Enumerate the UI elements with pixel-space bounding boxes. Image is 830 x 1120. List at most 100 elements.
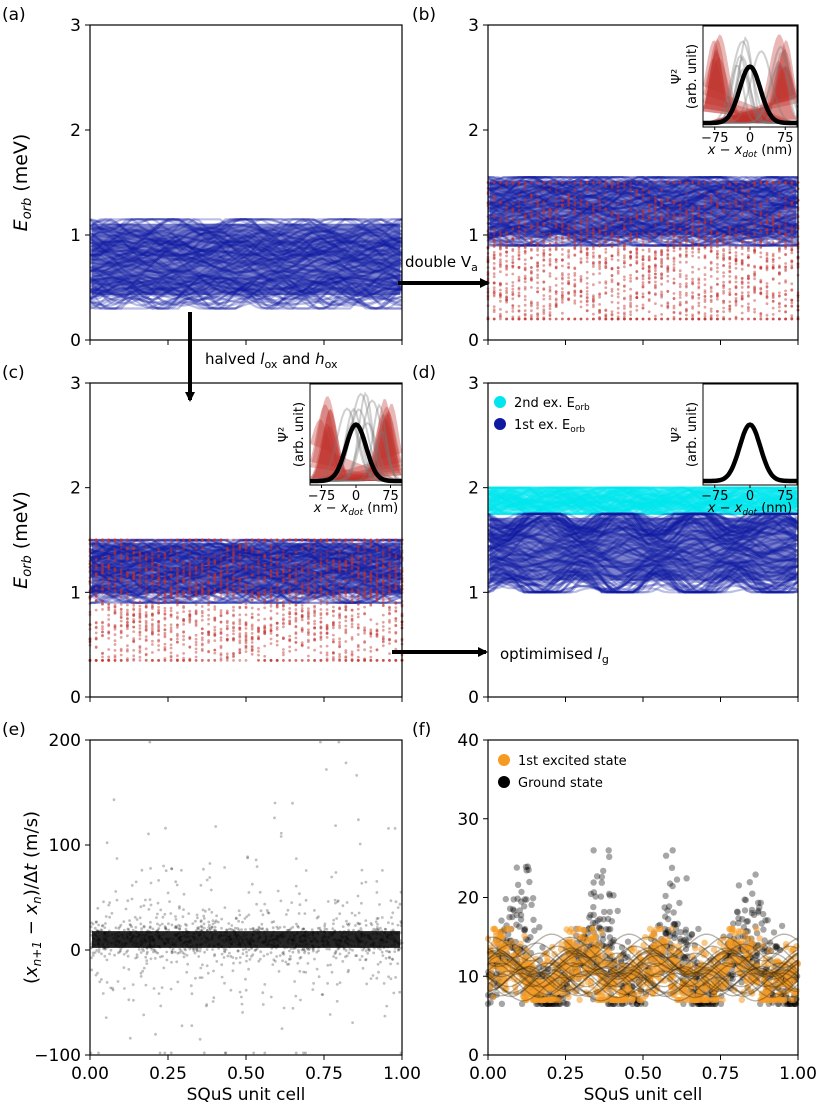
data-point — [740, 204, 744, 208]
data-point — [250, 585, 254, 589]
data-point — [194, 643, 198, 647]
data-point — [300, 538, 304, 542]
data-point — [672, 227, 676, 231]
data-point — [790, 236, 794, 240]
data-point — [530, 215, 533, 218]
data-point — [635, 295, 639, 299]
data-point — [381, 613, 385, 617]
data-point — [660, 265, 663, 268]
data-point — [561, 226, 564, 230]
data-point — [523, 298, 527, 302]
data-point — [635, 231, 639, 235]
data-point — [363, 542, 366, 545]
data-point — [548, 285, 552, 289]
data-point — [697, 207, 701, 210]
data-point — [313, 538, 316, 542]
data-point — [759, 201, 763, 205]
data-point — [678, 303, 682, 307]
data-point — [94, 659, 98, 662]
data-point — [697, 220, 701, 224]
data-point — [641, 240, 645, 244]
data-point — [207, 566, 211, 569]
data-point — [169, 626, 173, 630]
data-point — [790, 248, 794, 252]
data-point — [635, 217, 639, 221]
data-point — [338, 645, 341, 649]
data-point — [313, 622, 316, 626]
data-point — [616, 251, 620, 255]
data-point — [269, 609, 273, 613]
data-point — [138, 604, 142, 608]
data-point — [288, 619, 292, 623]
data-point — [740, 234, 744, 237]
data-point — [592, 254, 595, 257]
data-point — [511, 247, 515, 251]
data-point — [369, 573, 373, 577]
data-point — [771, 254, 775, 258]
data-point — [579, 275, 583, 278]
data-point — [523, 234, 527, 238]
data-point — [660, 204, 663, 208]
data-point — [747, 247, 750, 251]
data-point — [219, 636, 223, 639]
data-point — [567, 227, 570, 231]
data-point — [778, 225, 781, 229]
energy-trace — [487, 176, 799, 189]
data-point — [598, 216, 601, 219]
data-point — [641, 248, 645, 252]
data-point — [734, 276, 738, 280]
data-point — [151, 580, 154, 584]
data-point — [505, 181, 508, 184]
data-point — [647, 204, 651, 208]
data-point — [313, 637, 316, 641]
data-point — [771, 267, 775, 270]
data-point — [561, 276, 564, 280]
data-point — [573, 282, 577, 286]
data-point — [573, 274, 577, 277]
data-point — [592, 317, 595, 321]
data-point — [697, 205, 701, 209]
data-point — [759, 287, 763, 291]
data-point — [635, 296, 639, 299]
data-point — [275, 556, 279, 560]
data-point — [697, 207, 701, 211]
data-point — [207, 649, 211, 653]
data-point — [536, 221, 539, 225]
data-point — [288, 622, 292, 625]
data-point — [623, 296, 626, 300]
data-point — [499, 312, 502, 316]
data-point — [647, 265, 651, 268]
data-point — [344, 659, 348, 662]
data-point — [685, 216, 688, 220]
data-point — [188, 613, 192, 617]
data-point — [771, 317, 775, 321]
data-point — [250, 564, 254, 568]
data-point — [567, 297, 570, 301]
data-point — [338, 563, 341, 567]
data-point — [369, 659, 373, 662]
data-point — [722, 291, 725, 295]
data-point — [548, 304, 552, 308]
data-point — [728, 307, 732, 311]
data-point — [635, 193, 639, 197]
data-point — [232, 596, 235, 599]
data-point — [678, 296, 682, 299]
data-point — [505, 289, 508, 293]
data-point — [132, 596, 136, 599]
data-point — [722, 317, 725, 321]
data-point — [548, 234, 552, 238]
energy-trace — [89, 294, 403, 306]
data-point — [548, 222, 552, 225]
data-point — [697, 181, 701, 184]
data-point — [225, 652, 229, 656]
data-point — [604, 181, 608, 184]
data-point — [244, 613, 248, 617]
data-point — [573, 317, 577, 321]
data-point — [505, 244, 508, 247]
data-point — [369, 556, 373, 560]
data-point — [554, 209, 558, 212]
data-point — [716, 252, 719, 256]
data-point — [511, 304, 515, 307]
data-point — [585, 293, 589, 296]
data-point — [394, 582, 398, 585]
